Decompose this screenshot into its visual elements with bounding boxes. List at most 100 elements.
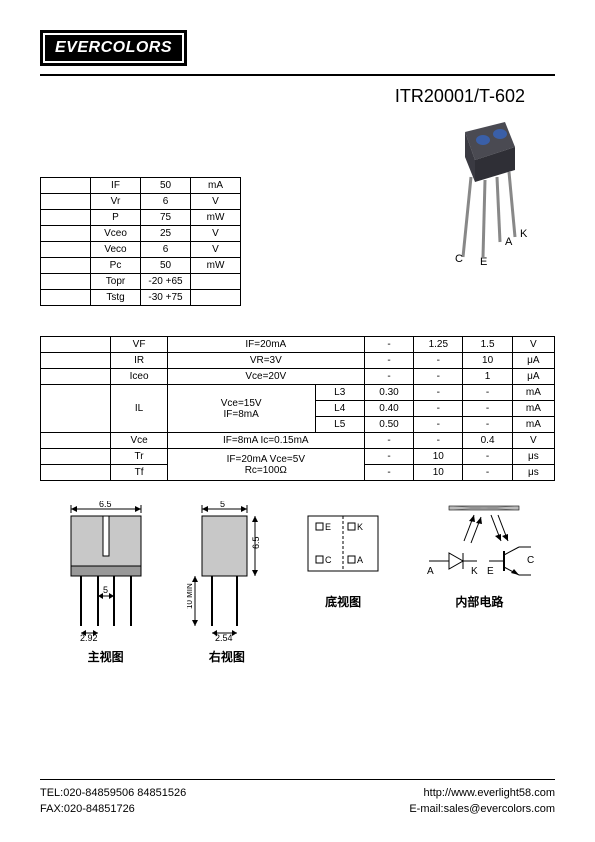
table-cell bbox=[41, 258, 91, 274]
table-cell: - bbox=[364, 337, 413, 353]
table-cell: Vceo bbox=[91, 226, 141, 242]
table-cell: - bbox=[414, 401, 463, 417]
svg-text:E: E bbox=[325, 522, 331, 532]
table-cell bbox=[41, 465, 111, 481]
table-cell bbox=[41, 194, 91, 210]
table-cell: 10 bbox=[414, 465, 463, 481]
table-cell: - bbox=[463, 401, 512, 417]
table-cell: 0.4 bbox=[463, 433, 512, 449]
fax-text: FAX:020-84851726 bbox=[40, 802, 186, 817]
table-cell: - bbox=[364, 433, 413, 449]
footer-left: TEL:020-84859506 84851526 FAX:020-848517… bbox=[40, 786, 186, 817]
svg-text:6.5: 6.5 bbox=[99, 501, 112, 509]
table-cell bbox=[41, 210, 91, 226]
svg-text:K: K bbox=[471, 566, 478, 577]
header-divider bbox=[40, 74, 555, 76]
table-cell: μs bbox=[512, 449, 554, 465]
table-cell: V bbox=[191, 226, 241, 242]
table-cell: μs bbox=[512, 465, 554, 481]
table-cell: - bbox=[414, 353, 463, 369]
svg-text:K: K bbox=[357, 522, 363, 532]
pin-label-c: C bbox=[455, 253, 463, 265]
table-cell bbox=[41, 385, 111, 433]
table-cell: Veco bbox=[91, 242, 141, 258]
table-cell bbox=[41, 353, 111, 369]
table-cell: - bbox=[414, 369, 463, 385]
circuit-view: A K E C 内部电路 bbox=[419, 501, 539, 665]
table-cell: V bbox=[191, 194, 241, 210]
web-text: http://www.everlight58.com bbox=[409, 786, 555, 801]
svg-text:5: 5 bbox=[220, 501, 225, 509]
table-cell: L4 bbox=[315, 401, 364, 417]
table-cell bbox=[41, 274, 91, 290]
table-cell: - bbox=[463, 465, 512, 481]
tel-text: TEL:020-84859506 84851526 bbox=[40, 786, 186, 801]
svg-text:10 MIN: 10 MIN bbox=[187, 583, 194, 609]
table-cell: 50 bbox=[141, 178, 191, 194]
table-cell: 75 bbox=[141, 210, 191, 226]
table-cell bbox=[191, 290, 241, 306]
table-cell: IR bbox=[111, 353, 167, 369]
table-cell bbox=[41, 226, 91, 242]
table-cell bbox=[41, 433, 111, 449]
pin-label-e: E bbox=[480, 256, 487, 267]
table-cell: - bbox=[463, 417, 512, 433]
table-cell: mW bbox=[191, 210, 241, 226]
table-cell: mA bbox=[512, 417, 554, 433]
table-cell: 0.50 bbox=[364, 417, 413, 433]
svg-text:C: C bbox=[325, 555, 332, 565]
table-cell: mA bbox=[512, 401, 554, 417]
abs-max-table: IF50mAVr6VP75mWVceo25VVeco6VPc50mWTopr-2… bbox=[40, 177, 241, 306]
table-cell: 10 bbox=[414, 449, 463, 465]
table-cell: 1.25 bbox=[414, 337, 463, 353]
table-cell: V bbox=[191, 242, 241, 258]
svg-text:2.92: 2.92 bbox=[80, 633, 98, 641]
table-cell: P bbox=[91, 210, 141, 226]
table-cell: VR=3V bbox=[167, 353, 364, 369]
table-cell: - bbox=[364, 353, 413, 369]
table-cell: 1 bbox=[463, 369, 512, 385]
logo-container: EVERCOLORS bbox=[40, 30, 187, 66]
table-cell bbox=[41, 290, 91, 306]
table-cell: μA bbox=[512, 369, 554, 385]
table-cell: 6 bbox=[141, 194, 191, 210]
table-cell: IF=8mA Ic=0.15mA bbox=[167, 433, 364, 449]
svg-text:5: 5 bbox=[103, 585, 108, 595]
table-cell bbox=[41, 449, 111, 465]
table-cell: - bbox=[463, 449, 512, 465]
table-cell: Topr bbox=[91, 274, 141, 290]
footer: TEL:020-84859506 84851526 FAX:020-848517… bbox=[40, 779, 555, 817]
table-cell: mW bbox=[191, 258, 241, 274]
table-cell: -20 +65 bbox=[141, 274, 191, 290]
side-view: 5 6.5 10 MIN 2.54 右视图 bbox=[187, 501, 267, 665]
table-cell: V bbox=[512, 433, 554, 449]
table-cell: IL bbox=[111, 385, 167, 433]
table-cell bbox=[41, 178, 91, 194]
table-cell: Tr bbox=[111, 449, 167, 465]
side-view-label: 右视图 bbox=[187, 648, 267, 665]
svg-text:C: C bbox=[527, 555, 534, 566]
logo-text: EVERCOLORS bbox=[45, 35, 182, 61]
table-cell: V bbox=[512, 337, 554, 353]
table-cell bbox=[41, 369, 111, 385]
table-cell: 50 bbox=[141, 258, 191, 274]
table-cell: mA bbox=[191, 178, 241, 194]
table-cell: 6 bbox=[141, 242, 191, 258]
table-cell: IF=20mA bbox=[167, 337, 364, 353]
table-cell: Vce=20V bbox=[167, 369, 364, 385]
footer-right: http://www.everlight58.com E-mail:sales@… bbox=[409, 786, 555, 817]
table-cell: VF bbox=[111, 337, 167, 353]
table-cell: Iceo bbox=[111, 369, 167, 385]
table-cell bbox=[41, 337, 111, 353]
table-cell: - bbox=[364, 369, 413, 385]
table-cell: - bbox=[414, 433, 463, 449]
pin-label-k: K bbox=[520, 228, 528, 240]
table-cell: 1.5 bbox=[463, 337, 512, 353]
component-image: C E A K bbox=[425, 117, 535, 267]
circuit-view-label: 内部电路 bbox=[419, 593, 539, 610]
electrical-char-table: VFIF=20mA-1.251.5VIRVR=3V--10μAIceoVce=2… bbox=[40, 336, 555, 481]
table-cell: 0.40 bbox=[364, 401, 413, 417]
table-cell: -30 +75 bbox=[141, 290, 191, 306]
bottom-view: E K C A 底视图 bbox=[298, 501, 388, 665]
svg-text:6.5: 6.5 bbox=[251, 536, 261, 549]
